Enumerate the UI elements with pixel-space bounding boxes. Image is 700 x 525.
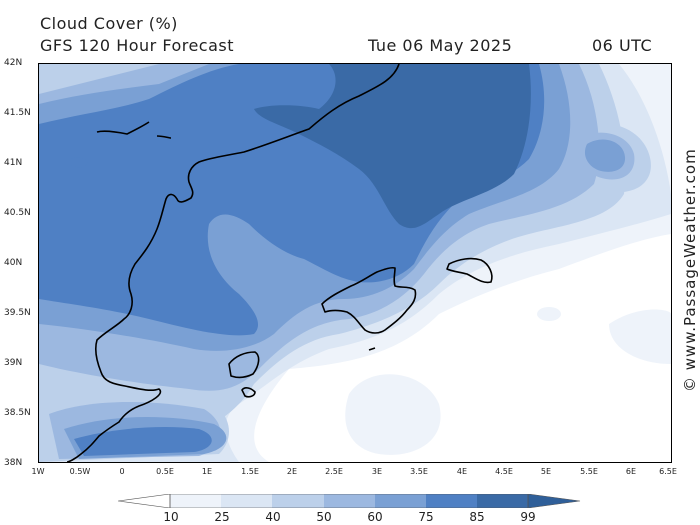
lat-label-39n: 39N xyxy=(4,358,23,368)
legend-label-60: 60 xyxy=(367,510,383,524)
lon-label-0-5w: 0.5W xyxy=(69,467,91,476)
lon-label-1w: 1W xyxy=(31,467,45,476)
cloud-patch-south-dark xyxy=(74,427,212,456)
spain-coastline xyxy=(66,64,400,462)
cloud-patch-northwest-dark xyxy=(69,157,88,168)
legend-swatch-25-40 xyxy=(221,494,272,508)
cloud-core-darkest xyxy=(254,64,531,229)
legend-label-50: 50 xyxy=(316,510,332,524)
model-subtitle: GFS 120 Hour Forecast xyxy=(40,36,235,55)
lat-label-41-5n: 41.5N xyxy=(4,108,31,118)
chart-title: Cloud Cover (%) xyxy=(40,14,178,33)
legend-swatch-50-60 xyxy=(324,494,375,508)
color-scale-legend xyxy=(118,494,581,508)
formentera-coastline xyxy=(241,387,256,398)
lon-label-0-5e: 0.5E xyxy=(156,467,174,476)
mallorca-coastline xyxy=(321,266,417,334)
legend-arrow-low xyxy=(118,494,170,508)
lon-label-4-5e: 4.5E xyxy=(495,467,513,476)
legend-arrow-high xyxy=(528,494,580,508)
legend-swatch-60-75 xyxy=(375,494,426,508)
legend-label-40: 40 xyxy=(265,510,281,524)
legend-label-25: 25 xyxy=(214,510,230,524)
lat-label-41n: 41N xyxy=(4,158,23,168)
legend-label-75: 75 xyxy=(418,510,434,524)
lon-label-6-5e: 6.5E xyxy=(659,467,677,476)
cloud-patch-south-center xyxy=(345,374,441,455)
map-canvas xyxy=(39,64,671,462)
cloud-cover-map[interactable] xyxy=(38,63,672,463)
legend-label-99: 99 xyxy=(520,510,536,524)
legend-swatch-85-99 xyxy=(477,494,528,508)
lon-label-2e: 2E xyxy=(286,467,298,476)
cloud-patch-small-east xyxy=(537,307,561,321)
cabrera-islet xyxy=(368,347,376,351)
menorca-coastline xyxy=(446,257,493,284)
lat-label-38n: 38N xyxy=(4,458,23,468)
lon-label-1-5e: 1.5E xyxy=(241,467,259,476)
lon-label-0: 0 xyxy=(119,467,125,476)
legend-swatch-40-50 xyxy=(272,494,324,508)
lon-label-5-5e: 5.5E xyxy=(580,467,598,476)
forecast-date: Tue 06 May 2025 xyxy=(368,36,513,55)
lon-label-5e: 5E xyxy=(540,467,552,476)
legend-swatch-10-25 xyxy=(170,494,221,508)
ibiza-coastline xyxy=(228,351,260,379)
lon-label-4e: 4E xyxy=(456,467,468,476)
legend-label-85: 85 xyxy=(469,510,485,524)
passageweather-watermark: © www.PassageWeather.com xyxy=(681,148,699,392)
lon-label-2-5e: 2.5E xyxy=(325,467,343,476)
coastlines xyxy=(66,64,493,462)
lon-label-3e: 3E xyxy=(371,467,383,476)
lat-label-42n: 42N xyxy=(4,58,23,68)
forecast-time: 06 UTC xyxy=(592,36,653,55)
lat-label-38-5n: 38.5N xyxy=(4,408,31,418)
legend-label-10: 10 xyxy=(163,510,179,524)
legend-swatch-75-85 xyxy=(426,494,477,508)
cloud-patch-east xyxy=(609,309,671,364)
lat-label-40n: 40N xyxy=(4,258,23,268)
lon-label-6e: 6E xyxy=(625,467,637,476)
lat-label-39-5n: 39.5N xyxy=(4,308,31,318)
lon-label-3-5e: 3.5E xyxy=(410,467,428,476)
lat-label-40-5n: 40.5N xyxy=(4,208,31,218)
lon-label-1e: 1E xyxy=(201,467,213,476)
columbretes-islets xyxy=(96,121,172,139)
cloud-patch-northeast-mid-dark xyxy=(584,139,626,172)
